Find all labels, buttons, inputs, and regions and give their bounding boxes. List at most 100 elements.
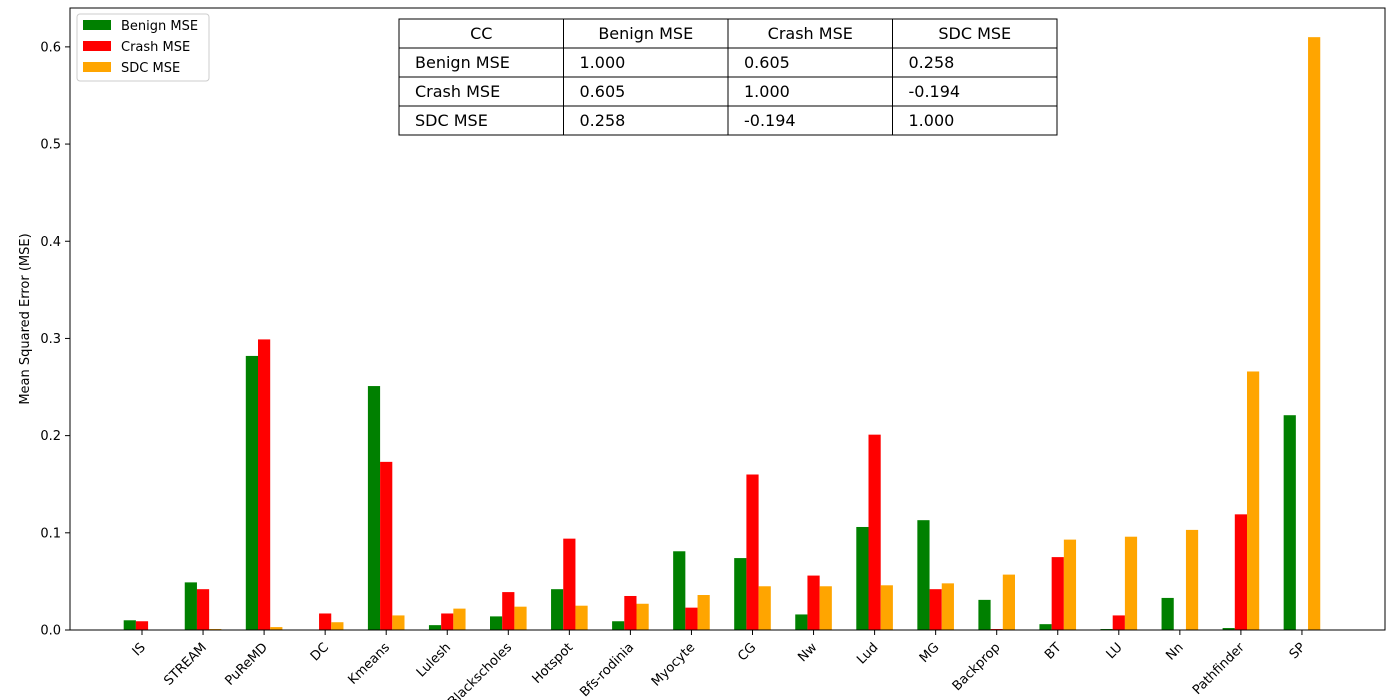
- bar-sdc-mse-nw: [819, 586, 832, 630]
- bar-crash-mse-lu: [1112, 615, 1125, 630]
- bar-benign-mse-bfs-rodinia: [612, 621, 625, 630]
- bar-sdc-mse-bfs-rodinia: [636, 603, 649, 630]
- table-cell-text: 0.258: [580, 111, 626, 130]
- bar-crash-mse-myocyte: [685, 607, 698, 630]
- table-cell: [892, 18, 1058, 49]
- bar-benign-mse-cg: [734, 558, 747, 630]
- x-tick-label: BT: [1042, 640, 1065, 663]
- x-tick-label: Pathfinder: [1190, 640, 1248, 698]
- bar-sdc-mse-backprop: [1002, 574, 1015, 630]
- table-cell: [892, 105, 1058, 136]
- x-tick-label: Lulesh: [414, 640, 454, 680]
- x-tick-label: Myocyte: [649, 640, 698, 689]
- x-tick-label: SP: [1287, 640, 1309, 662]
- bar-benign-mse-kmeans: [367, 386, 381, 630]
- table-cell-text: -0.194: [909, 82, 961, 101]
- bar-sdc-mse-kmeans: [392, 615, 405, 630]
- x-tick-label: Nw: [795, 640, 820, 665]
- plot-frame: [69, 7, 1386, 631]
- table-header-cell-text: Crash MSE: [768, 24, 853, 43]
- bar-crash-mse-kmeans: [380, 461, 393, 630]
- table-cell: [727, 18, 893, 49]
- bar-benign-mse-pathfinder: [1222, 628, 1235, 630]
- bar-sdc-mse-hotspot: [575, 605, 588, 630]
- bar-crash-mse-dc: [319, 613, 332, 630]
- bar-sdc-mse-bt: [1063, 539, 1077, 630]
- bar-benign-mse-myocyte: [673, 551, 686, 630]
- table-cell: [563, 105, 729, 136]
- bar-sdc-mse-dc: [331, 622, 344, 630]
- x-tick-label: Nn: [1163, 640, 1186, 663]
- bar-crash-mse-pathfinder: [1234, 514, 1247, 630]
- bar-sdc-mse-cg: [758, 586, 771, 630]
- y-tick-label: 0.5: [40, 138, 61, 153]
- legend-label: Benign MSE: [121, 19, 198, 34]
- x-tick-label: Bfs-rodinia: [577, 640, 637, 700]
- table-cell-text: 0.605: [744, 53, 790, 72]
- legend-swatch: [83, 62, 111, 72]
- bar-sdc-mse-sp: [1308, 37, 1321, 630]
- x-tick-label: DC: [308, 640, 332, 664]
- bar-benign-mse-nw: [795, 614, 808, 630]
- x-tick-label: Blackscholes: [445, 640, 515, 700]
- x-tick-label: Kmeans: [346, 640, 394, 688]
- bar-sdc-mse-myocyte: [697, 595, 710, 630]
- table-header-cell-text: SDC MSE: [938, 24, 1011, 43]
- table-cell-text: 1.000: [909, 111, 955, 130]
- legend-label: Crash MSE: [121, 40, 190, 55]
- y-tick-label: 0.4: [40, 235, 61, 250]
- bar-sdc-mse-lu: [1124, 536, 1138, 630]
- bar-crash-mse-lud: [868, 434, 881, 630]
- bar-crash-mse-stream: [196, 589, 210, 630]
- table-cell: [398, 76, 564, 107]
- table-cell-text: 0.605: [580, 82, 626, 101]
- y-tick-label: 0.3: [40, 332, 61, 347]
- y-tick-label: 0.2: [40, 429, 61, 444]
- x-tick-label: CG: [735, 640, 759, 664]
- x-tick-label: STREAM: [161, 640, 209, 688]
- x-tick-label: IS: [130, 640, 149, 659]
- bar-sdc-mse-lud: [880, 585, 893, 630]
- bar-crash-mse-lulesh: [441, 613, 454, 630]
- bar-benign-mse-lulesh: [428, 625, 442, 630]
- bar-crash-mse-bt: [1051, 557, 1064, 630]
- table-cell-text: -0.194: [744, 111, 796, 130]
- table-cell: [727, 47, 893, 78]
- legend: Benign MSE Crash MSE SDC MSE: [76, 13, 210, 82]
- bar-benign-mse-backprop: [978, 599, 991, 630]
- x-tick-label: Lud: [854, 640, 881, 667]
- bar-benign-mse-nn: [1161, 597, 1174, 630]
- y-tick-label: 0.1: [40, 526, 61, 541]
- y-axis-label: Mean Squared Error (MSE): [18, 233, 33, 404]
- table-cell: [563, 18, 729, 49]
- bar-benign-mse-puremd: [245, 355, 258, 630]
- bar-sdc-mse-pathfinder: [1247, 371, 1260, 630]
- bar-benign-mse-hotspot: [551, 589, 564, 630]
- table-cell-text: Benign MSE: [415, 53, 510, 72]
- x-tick-label: LU: [1104, 640, 1126, 662]
- bar-benign-mse-bt: [1039, 624, 1052, 630]
- x-tick-label: MG: [917, 640, 943, 666]
- y-tick-label: 0.6: [40, 40, 61, 55]
- table-cell-text: Crash MSE: [415, 82, 500, 101]
- bar-crash-mse-nw: [807, 575, 820, 630]
- legend-swatch: [83, 41, 111, 51]
- table-cell: [563, 47, 729, 78]
- bar-sdc-mse-lulesh: [453, 608, 466, 630]
- bar-sdc-mse-nn: [1185, 529, 1199, 630]
- bar-benign-mse-mg: [917, 520, 930, 630]
- table-cell-text: 0.258: [909, 53, 955, 72]
- x-tick-label: PuReMD: [222, 640, 270, 688]
- x-tick-label: Hotspot: [530, 640, 577, 687]
- table-cell-text: 1.000: [744, 82, 790, 101]
- bar-crash-mse-is: [135, 621, 149, 630]
- bar-crash-mse-blackscholes: [502, 592, 515, 630]
- bar-crash-mse-bfs-rodinia: [624, 595, 637, 630]
- y-axis: 0.0 0.1 0.2 0.3 0.4 0.5 0.6: [40, 40, 70, 639]
- x-tick-label: Backprop: [950, 640, 1004, 694]
- table-header-cell-text: CC: [470, 24, 492, 43]
- bars-layer: [123, 37, 1321, 630]
- bar-benign-mse-sp: [1283, 415, 1296, 630]
- correlation-table: CC Benign MSE Crash MSE SDC MSE Benign MSE 1.…: [398, 18, 1058, 136]
